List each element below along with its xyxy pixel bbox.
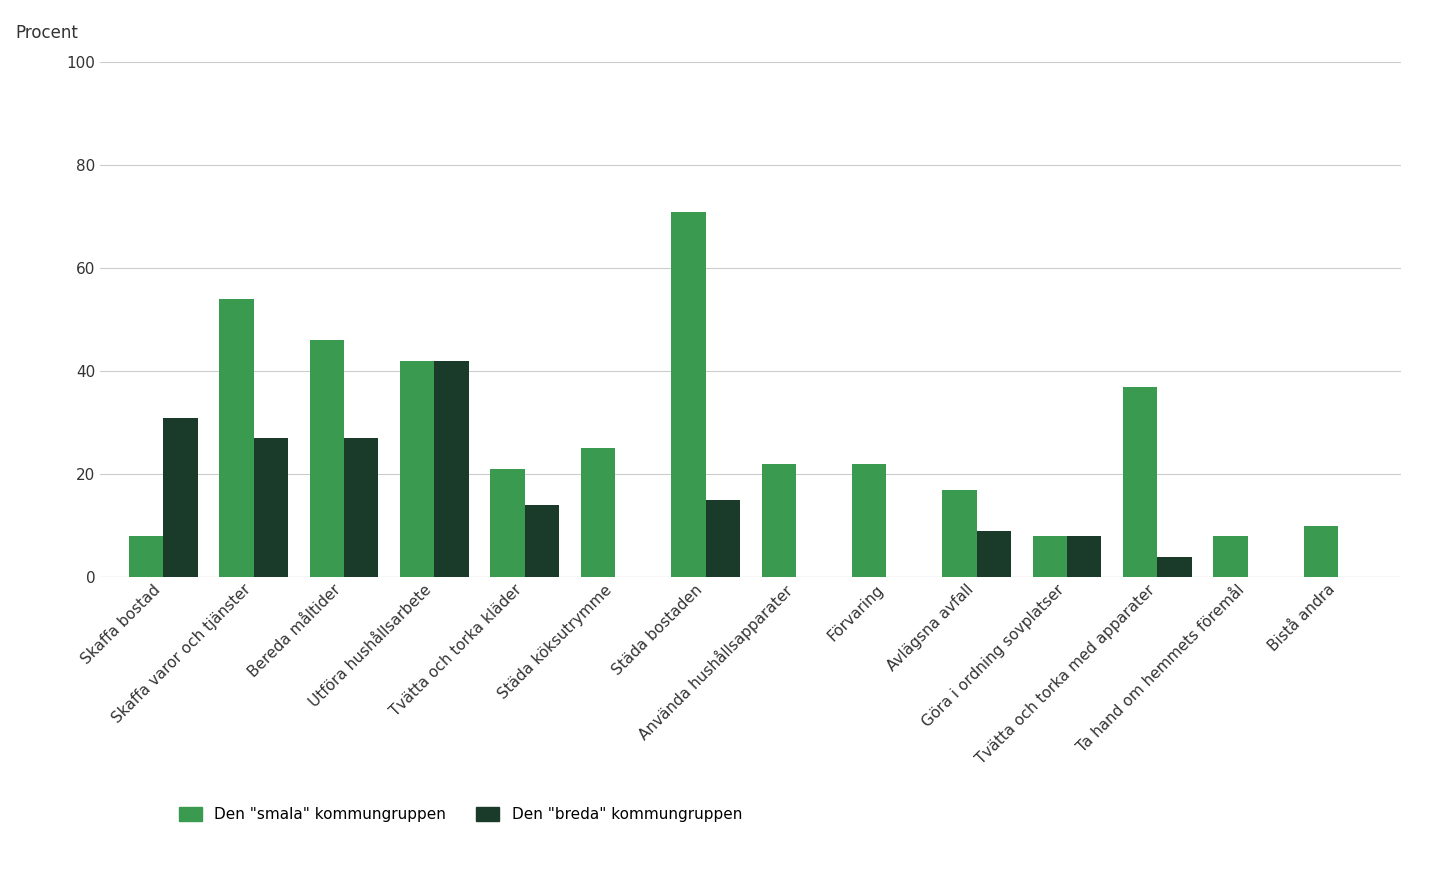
Bar — [400, 361, 435, 577]
Bar — [1214, 536, 1248, 577]
Bar — [581, 448, 615, 577]
Bar — [129, 536, 163, 577]
Bar — [762, 464, 797, 577]
Bar — [310, 340, 345, 577]
Legend: Den "smala" kommungruppen, Den "breda" kommungruppen: Den "smala" kommungruppen, Den "breda" k… — [173, 801, 748, 829]
Bar — [977, 531, 1011, 577]
Bar — [345, 438, 379, 577]
Bar — [163, 417, 197, 577]
Bar — [253, 438, 287, 577]
Text: Procent: Procent — [16, 24, 79, 42]
Bar — [671, 211, 705, 577]
Bar — [852, 464, 887, 577]
Bar — [219, 299, 253, 577]
Bar — [705, 500, 739, 577]
Bar — [1304, 526, 1338, 577]
Bar — [1123, 386, 1157, 577]
Bar — [435, 361, 469, 577]
Bar — [1157, 557, 1191, 577]
Bar — [1032, 536, 1067, 577]
Bar — [1067, 536, 1101, 577]
Bar — [525, 505, 559, 577]
Bar — [942, 489, 977, 577]
Bar — [490, 469, 525, 577]
